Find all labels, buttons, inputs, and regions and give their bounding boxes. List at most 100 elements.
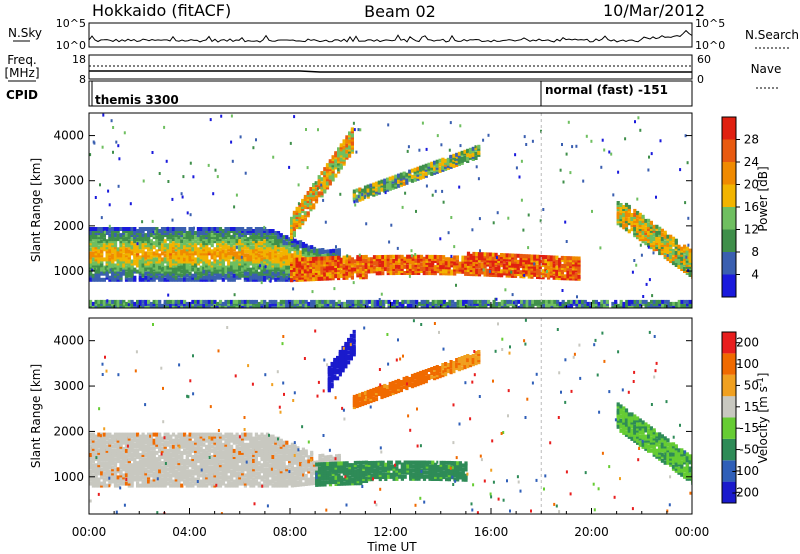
data-cell — [288, 251, 292, 256]
data-cell — [152, 271, 156, 276]
data-cell — [577, 264, 581, 269]
data-cell — [663, 247, 667, 251]
data-cell — [122, 259, 126, 264]
data-cell — [350, 133, 354, 138]
data-cell — [444, 257, 448, 262]
data-cell — [306, 199, 310, 204]
data-cell — [222, 308, 225, 312]
data-cell — [298, 275, 302, 280]
data-cell — [395, 269, 399, 273]
data-cell — [128, 308, 131, 312]
data-cell — [141, 233, 145, 238]
noise-cell — [590, 139, 593, 143]
data-cell — [133, 275, 137, 280]
data-cell — [141, 299, 145, 304]
data-cell — [160, 303, 165, 308]
data-cell — [301, 209, 305, 214]
data-cell — [522, 268, 526, 273]
data-cell — [119, 299, 123, 304]
data-cell — [188, 265, 192, 270]
data-cell — [152, 241, 156, 246]
data-cell — [658, 251, 662, 256]
data-cell — [207, 251, 211, 256]
data-cell — [194, 303, 198, 308]
data-cell — [309, 187, 313, 191]
data-cell — [491, 252, 495, 257]
data-cell — [486, 252, 490, 257]
noise-cell — [562, 180, 565, 184]
data-cell — [276, 301, 281, 306]
data-cell — [241, 233, 245, 238]
data-cell — [644, 241, 648, 246]
data-cell — [205, 265, 209, 270]
data-cell — [406, 256, 410, 261]
data-cell — [301, 250, 305, 255]
data-cell — [410, 308, 413, 312]
data-cell — [339, 274, 343, 278]
noise-cell — [129, 202, 132, 206]
data-cell — [376, 299, 380, 304]
data-cell — [378, 265, 382, 270]
data-cell — [263, 299, 267, 304]
data-cell — [144, 245, 148, 250]
data-cell — [453, 255, 457, 260]
data-cell — [408, 256, 412, 261]
data-cell — [199, 227, 203, 231]
data-cell — [470, 308, 473, 312]
data-cell — [325, 181, 330, 186]
data-cell — [130, 432, 134, 437]
data-cell — [124, 455, 129, 459]
data-cell — [519, 253, 523, 258]
data-cell — [636, 227, 640, 232]
data-cell — [558, 267, 562, 272]
data-cell — [652, 224, 656, 229]
data-cell — [180, 299, 184, 304]
noise-cell — [425, 147, 428, 151]
data-cell — [188, 277, 192, 282]
data-cell — [191, 273, 195, 278]
data-cell — [553, 308, 556, 312]
data-cell — [122, 245, 126, 250]
data-cell — [481, 299, 485, 304]
data-cell — [502, 267, 506, 272]
noise-cell — [293, 115, 296, 119]
data-cell — [441, 157, 445, 162]
data-cell — [494, 258, 498, 263]
noise-cell — [533, 262, 536, 266]
data-cell — [361, 194, 365, 199]
data-cell — [389, 265, 393, 269]
data-cell — [480, 256, 484, 261]
data-cell — [279, 306, 283, 308]
data-cell — [533, 254, 537, 259]
data-cell — [279, 299, 283, 304]
data-cell — [337, 147, 341, 152]
data-cell — [230, 271, 234, 276]
data-cell — [298, 219, 302, 224]
data-cell — [271, 265, 275, 270]
noise-cell — [633, 259, 636, 262]
data-cell — [235, 265, 239, 270]
data-cell — [127, 245, 131, 250]
data-cell — [177, 299, 181, 304]
data-cell — [290, 278, 294, 283]
data-cell — [417, 260, 421, 265]
data-cell — [331, 155, 335, 160]
data-cell — [625, 308, 628, 312]
data-cell — [268, 251, 272, 256]
data-cell — [169, 227, 173, 231]
data-cell — [428, 267, 432, 271]
data-cell — [94, 227, 98, 231]
data-cell — [317, 181, 321, 186]
data-cell — [205, 299, 209, 304]
data-cell — [301, 277, 305, 282]
data-cell — [372, 257, 377, 262]
data-cell — [202, 227, 206, 231]
data-cell — [130, 277, 134, 282]
noise-cell — [687, 243, 690, 247]
data-cell — [301, 299, 305, 304]
data-cell — [111, 434, 115, 439]
noise-cell — [320, 183, 323, 187]
data-cell — [133, 475, 137, 480]
data-cell — [91, 245, 95, 250]
noise-cell — [636, 197, 639, 201]
